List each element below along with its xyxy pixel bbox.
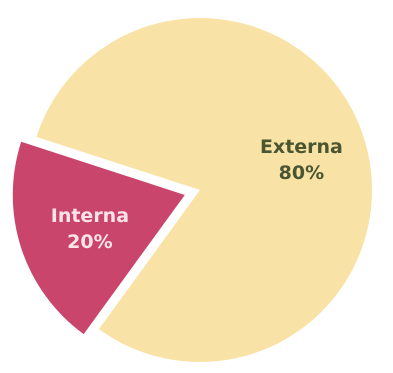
slice-value-externa: 80% <box>279 162 324 184</box>
slice-value-interna: 20% <box>67 231 112 253</box>
pie-slice-interna <box>12 141 185 335</box>
pie-slice-externa <box>36 17 373 362</box>
pie-labels: Externa 80% Interna 20% <box>51 136 343 253</box>
slice-label-externa: Externa <box>260 136 343 158</box>
pie-slices <box>12 17 373 362</box>
slice-label-interna: Interna <box>51 205 129 227</box>
